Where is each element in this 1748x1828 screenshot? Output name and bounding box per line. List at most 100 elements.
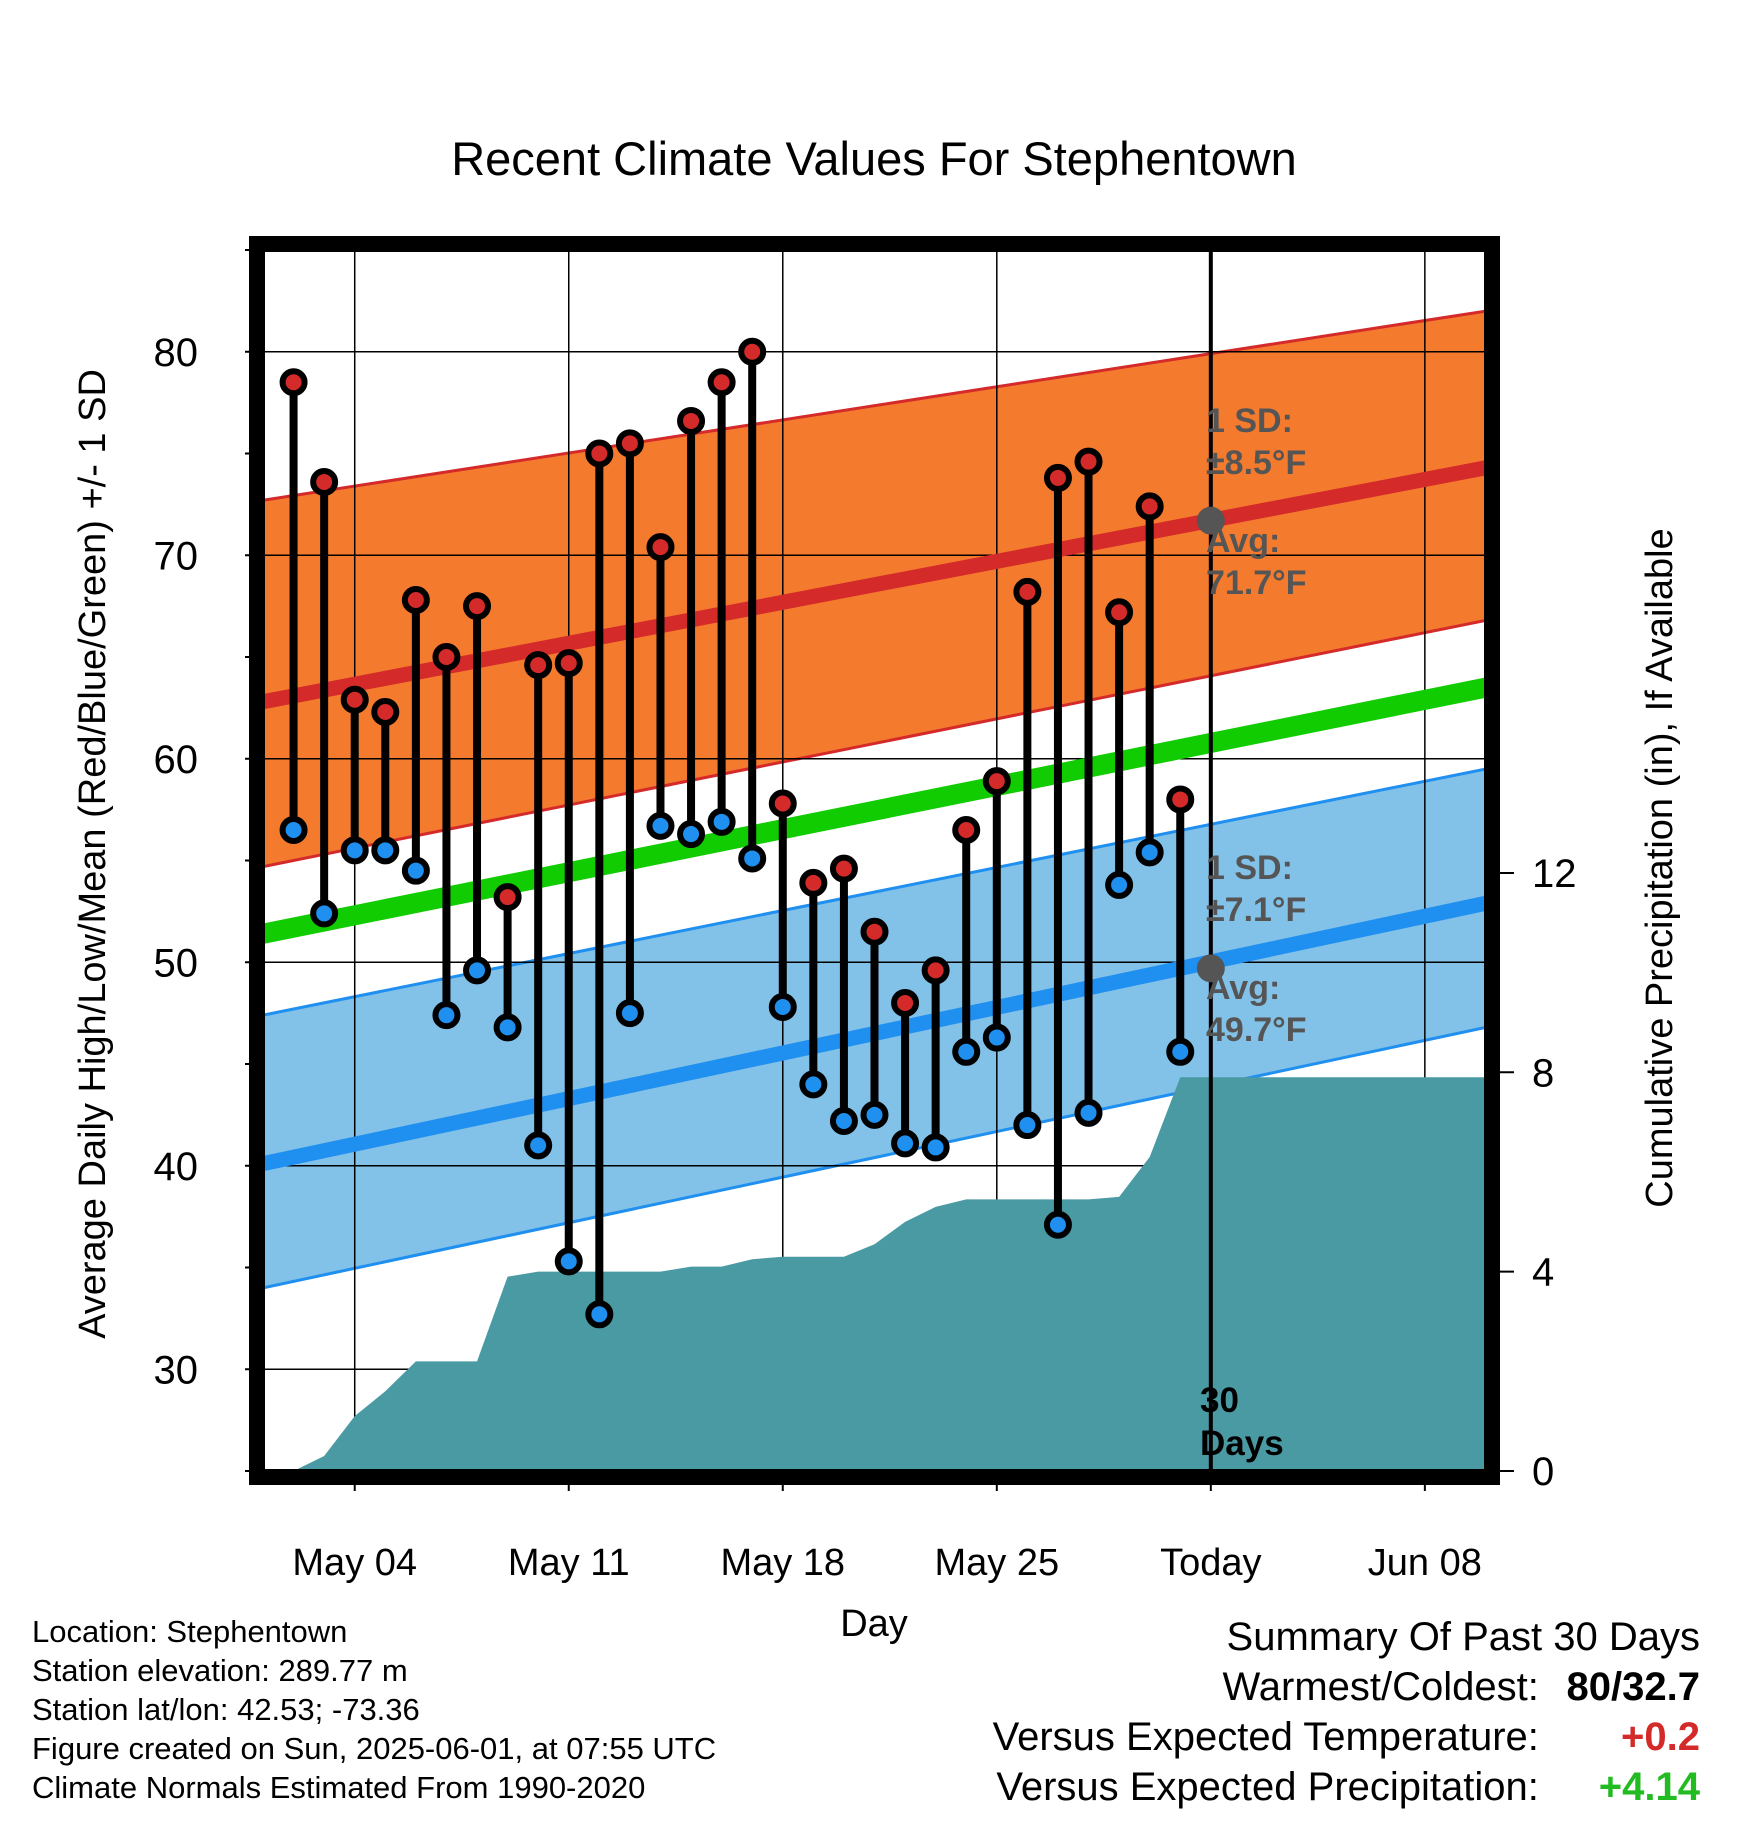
daily-low-point bbox=[1074, 1098, 1103, 1127]
daily-low-point bbox=[1013, 1111, 1042, 1140]
x-tick-label: May 18 bbox=[720, 1542, 845, 1584]
daily-high-point bbox=[1105, 598, 1134, 627]
precip-area bbox=[263, 1077, 1486, 1471]
y-left-tick-label: 40 bbox=[154, 1145, 199, 1189]
daily-low-point bbox=[738, 844, 767, 873]
y-right-tick-label: 4 bbox=[1532, 1251, 1554, 1295]
station-info: Location: Stephentown Station elevation:… bbox=[32, 1612, 716, 1807]
high-avg-value: 71.7°F bbox=[1206, 564, 1307, 602]
days-word: Days bbox=[1200, 1424, 1284, 1463]
high-avg-label: Avg: bbox=[1206, 522, 1280, 560]
daily-high-point bbox=[891, 988, 920, 1017]
daily-high-point bbox=[585, 439, 614, 468]
daily-low-point bbox=[829, 1106, 858, 1135]
daily-low-point bbox=[1043, 1210, 1072, 1239]
x-tick-label: May 11 bbox=[508, 1542, 630, 1584]
x-axis-label: Day bbox=[840, 1603, 908, 1645]
summary-warmest-row: Warmest/Coldest: 80/32.7 bbox=[993, 1662, 1701, 1712]
warmest-label: Warmest/Coldest: bbox=[1222, 1665, 1539, 1709]
daily-high-point bbox=[310, 467, 339, 496]
daily-high-point bbox=[554, 649, 583, 678]
daily-high-point bbox=[1074, 447, 1103, 476]
x-tick-label: Jun 08 bbox=[1368, 1542, 1482, 1584]
daily-low-point bbox=[921, 1133, 950, 1162]
daily-low-point bbox=[952, 1037, 981, 1066]
summary-panel: Summary Of Past 30 Days Warmest/Coldest:… bbox=[993, 1612, 1700, 1812]
daily-high-point bbox=[921, 956, 950, 985]
daily-high-point bbox=[860, 917, 889, 946]
normal-mean-line bbox=[263, 677, 1486, 944]
daily-low-point bbox=[493, 1013, 522, 1042]
daily-low-point bbox=[340, 836, 369, 865]
low-lower-edge bbox=[263, 1025, 1486, 1290]
summary-precip-row: Versus Expected Precipitation: +4.14 bbox=[993, 1762, 1700, 1812]
high-lower-edge bbox=[263, 618, 1486, 869]
normal-high-line bbox=[263, 460, 1486, 710]
high-avg-marker bbox=[1196, 506, 1225, 535]
elevation-text: Station elevation: 289.77 m bbox=[32, 1653, 408, 1688]
y-left-tick-label: 80 bbox=[154, 331, 199, 375]
daily-low-point bbox=[585, 1300, 614, 1329]
daily-high-point bbox=[1013, 577, 1042, 606]
y-axis-right-label: Cumulative Precipitation (in), If Availa… bbox=[1639, 528, 1681, 1207]
warmest-value: 80/32.7 bbox=[1566, 1665, 1700, 1709]
daily-high-point bbox=[340, 685, 369, 714]
daily-low-point bbox=[615, 999, 644, 1028]
normals-text: Climate Normals Estimated From 1990-2020 bbox=[32, 1770, 646, 1805]
plot-frame bbox=[249, 236, 1500, 1485]
daily-low-point bbox=[1135, 838, 1164, 867]
daily-low-point bbox=[891, 1129, 920, 1158]
high-sd-label: 1 SD: bbox=[1206, 402, 1293, 440]
low-avg-marker bbox=[1196, 954, 1225, 983]
low-sd-label: 1 SD: bbox=[1206, 849, 1293, 887]
chart-title: Recent Climate Values For Stephentown bbox=[451, 132, 1297, 185]
daily-low-point bbox=[677, 820, 706, 849]
x-tick-label: Today bbox=[1160, 1542, 1261, 1584]
y-left-tick-label: 60 bbox=[154, 738, 199, 782]
daily-high-point bbox=[1043, 463, 1072, 492]
daily-low-point bbox=[279, 815, 308, 844]
days-count: 30 bbox=[1200, 1381, 1239, 1420]
temp-label: Versus Expected Temperature: bbox=[992, 1715, 1539, 1759]
x-tick-label: May 04 bbox=[292, 1542, 417, 1584]
daily-high-point bbox=[493, 883, 522, 912]
daily-low-point bbox=[860, 1100, 889, 1129]
y-left-tick-label: 30 bbox=[154, 1348, 199, 1392]
precip-value: +4.14 bbox=[1598, 1765, 1700, 1809]
daily-low-point bbox=[524, 1131, 553, 1160]
latlon-text: Station lat/lon: 42.53; -73.36 bbox=[32, 1692, 420, 1727]
daily-low-point bbox=[432, 1001, 461, 1030]
daily-low-point bbox=[982, 1023, 1011, 1052]
daily-high-point bbox=[982, 767, 1011, 796]
daily-high-point bbox=[279, 368, 308, 397]
daily-low-point bbox=[646, 811, 675, 840]
y-left-tick-label: 50 bbox=[154, 941, 199, 985]
daily-low-point bbox=[554, 1247, 583, 1276]
daily-high-point bbox=[401, 586, 430, 615]
daily-low-point bbox=[371, 836, 400, 865]
days-annotation: 30 Days bbox=[1200, 1381, 1284, 1463]
low-sd-annotation: 1 SD: ±7.1°F Avg: 49.7°F bbox=[1206, 849, 1307, 1049]
summary-title: Summary Of Past 30 Days bbox=[1226, 1615, 1700, 1659]
daily-high-point bbox=[432, 643, 461, 671]
daily-low-point bbox=[1105, 870, 1134, 899]
daily-low-point bbox=[768, 993, 797, 1022]
daily-low-point bbox=[310, 899, 339, 928]
y-left-tick-label: 70 bbox=[154, 534, 199, 578]
daily-high-point bbox=[646, 533, 675, 562]
y-right-tick-label: 8 bbox=[1532, 1051, 1554, 1095]
created-text: Figure created on Sun, 2025-06-01, at 07… bbox=[32, 1731, 717, 1766]
high-upper-edge bbox=[263, 309, 1486, 502]
y-right-tick-label: 0 bbox=[1532, 1450, 1554, 1494]
y-axis-left-label: Average Daily High/Low/Mean (Red/Blue/Gr… bbox=[72, 369, 114, 1339]
high-sd-annotation: 1 SD: ±8.5°F Avg: 71.7°F bbox=[1206, 402, 1307, 602]
daily-high-point bbox=[768, 789, 797, 818]
daily-high-point bbox=[952, 815, 981, 844]
daily-high-point bbox=[615, 429, 644, 458]
daily-high-point bbox=[1166, 785, 1195, 814]
daily-high-point bbox=[799, 868, 828, 897]
precip-label: Versus Expected Precipitation: bbox=[996, 1765, 1539, 1809]
daily-low-point bbox=[799, 1070, 828, 1099]
daily-low-point bbox=[1166, 1037, 1195, 1066]
